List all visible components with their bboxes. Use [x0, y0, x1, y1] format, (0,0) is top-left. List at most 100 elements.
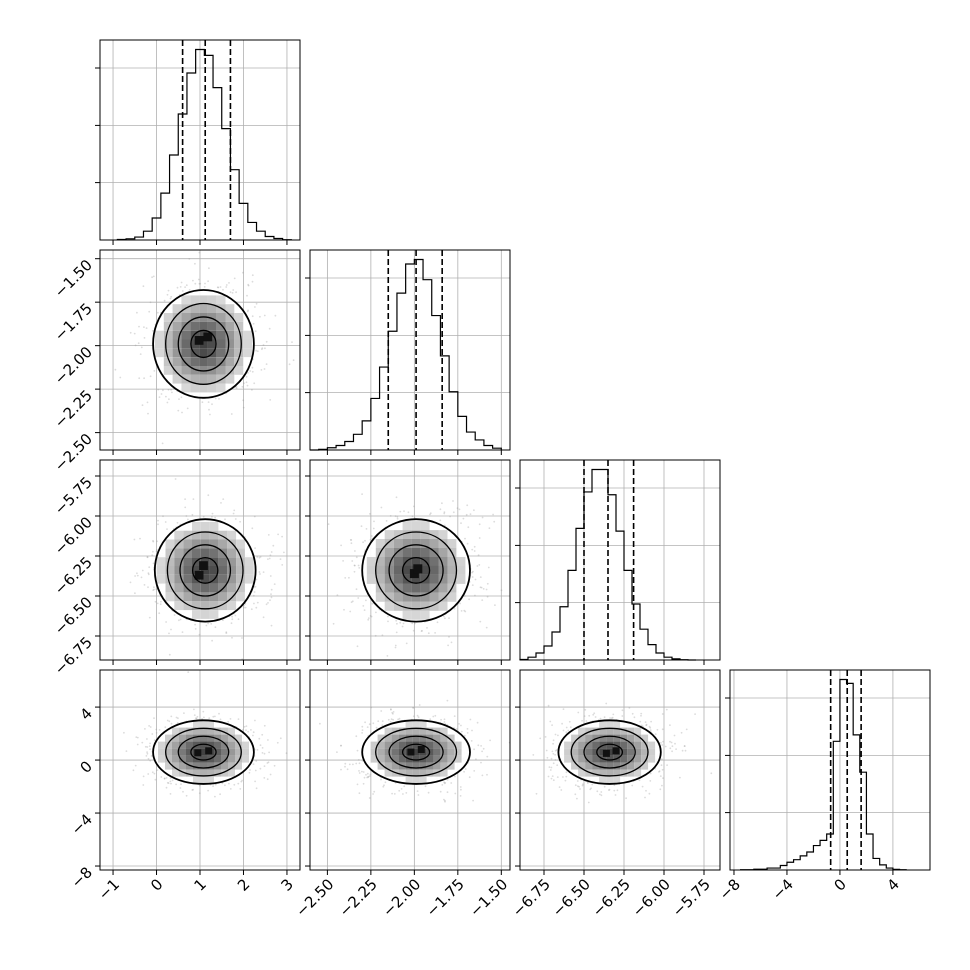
- sample-point: [184, 498, 187, 500]
- density-cell: [384, 539, 394, 548]
- density-cell: [227, 548, 237, 558]
- sample-point: [392, 718, 394, 721]
- sample-point: [489, 739, 491, 742]
- sample-point: [369, 513, 371, 515]
- sample-point: [361, 493, 363, 495]
- sample-point: [229, 291, 232, 294]
- sample-point: [253, 591, 256, 593]
- sample-point: [366, 726, 369, 728]
- sample-point: [255, 578, 258, 581]
- sample-point: [472, 570, 474, 573]
- sample-point: [360, 525, 363, 528]
- sample-point: [427, 632, 430, 635]
- density-cell: [420, 530, 430, 540]
- sample-point: [132, 769, 135, 772]
- sample-point: [146, 738, 148, 740]
- sample-point: [462, 517, 465, 520]
- sample-point: [353, 564, 356, 567]
- sample-point: [399, 510, 402, 513]
- density-cell: [163, 357, 173, 366]
- sample-point: [259, 573, 261, 575]
- sample-point: [336, 751, 338, 753]
- density-cell: [207, 383, 217, 393]
- sample-point: [123, 731, 125, 734]
- density-cell: [165, 548, 175, 558]
- density-cell: [447, 565, 457, 575]
- sample-point: [168, 653, 171, 656]
- sample-point: [367, 617, 370, 619]
- density-cell: [420, 539, 430, 548]
- density-cell: [193, 762, 200, 770]
- sample-point: [235, 387, 238, 389]
- histogram-step: [310, 258, 502, 451]
- density-layer: [123, 671, 288, 798]
- density-cell: [227, 601, 237, 611]
- sample-point: [247, 730, 250, 733]
- density-cell: [216, 313, 226, 322]
- density-cell: [236, 583, 245, 593]
- density-cell: [156, 574, 166, 584]
- sample-point: [444, 617, 446, 620]
- density-cell: [216, 383, 226, 393]
- sample-point: [390, 708, 392, 710]
- sample-point: [160, 776, 163, 778]
- sample-point: [199, 282, 202, 285]
- sample-point: [263, 314, 266, 317]
- sample-point: [285, 752, 288, 755]
- density-cell: [199, 321, 208, 331]
- sample-point: [266, 778, 269, 781]
- sample-point: [165, 621, 168, 623]
- density-cell: [225, 321, 235, 331]
- density-cell: [174, 548, 184, 558]
- sample-point: [469, 718, 472, 721]
- sample-point: [239, 520, 242, 523]
- sample-point: [167, 289, 170, 292]
- density-cell: [200, 720, 207, 728]
- sample-point: [239, 788, 242, 790]
- density-cell: [236, 557, 245, 566]
- sample-point: [158, 396, 161, 398]
- sample-point: [263, 724, 266, 727]
- density-cell: [243, 330, 252, 340]
- sample-point: [245, 381, 248, 384]
- density-cell: [438, 574, 448, 584]
- axes-frame: [729, 669, 931, 871]
- sample-point: [203, 716, 205, 719]
- sample-point: [207, 789, 210, 792]
- density-cell: [438, 539, 448, 548]
- density-cell: [186, 762, 193, 770]
- sample-point: [353, 570, 356, 573]
- sample-point: [368, 797, 371, 799]
- density-cell: [393, 539, 403, 548]
- sample-point: [140, 576, 143, 579]
- sample-point: [466, 542, 469, 545]
- sample-point: [471, 576, 474, 578]
- sample-point: [147, 757, 150, 760]
- sample-point: [270, 588, 273, 591]
- sample-point: [255, 349, 257, 352]
- density-cell: [216, 366, 226, 375]
- density-cell: [181, 321, 191, 331]
- density-cell: [209, 592, 219, 602]
- sample-point: [367, 775, 370, 778]
- sample-point: [348, 763, 351, 766]
- sample-point: [155, 732, 158, 734]
- sample-point: [342, 560, 344, 562]
- density-cell: [200, 755, 207, 763]
- sample-point: [373, 790, 376, 793]
- density-cell: [192, 530, 201, 540]
- density-cell: [179, 727, 186, 735]
- sample-point: [258, 556, 261, 559]
- sample-point: [149, 375, 152, 378]
- density-cell: [216, 295, 226, 305]
- density-cell: [228, 755, 235, 763]
- sample-point: [151, 771, 154, 774]
- sample-point: [500, 589, 503, 592]
- sample-point: [351, 560, 354, 562]
- contour-3: [152, 289, 255, 399]
- sample-point: [452, 500, 454, 502]
- sample-point: [155, 588, 158, 590]
- sample-point: [421, 629, 423, 632]
- density-cell: [192, 583, 201, 593]
- contour-2: [375, 531, 458, 610]
